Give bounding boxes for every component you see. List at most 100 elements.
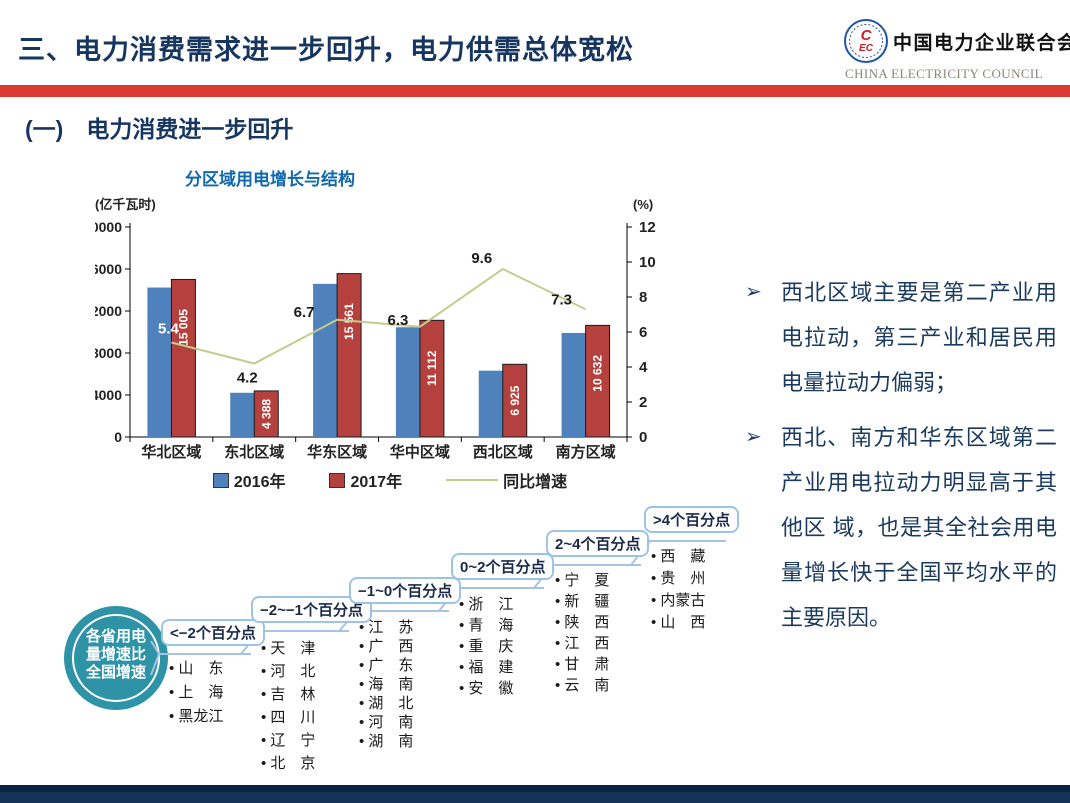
bar-2017-value-label: 15 005 xyxy=(176,309,190,346)
x-axis-category-label: 华北区域 xyxy=(141,443,201,461)
province-list: • 西 藏 • 贵 州 • 内蒙古 • 山 西 xyxy=(651,546,705,634)
left-axis-tick-label: 16000 xyxy=(95,261,122,277)
x-axis-category-label: 西北区域 xyxy=(473,443,533,461)
bar-2016 xyxy=(230,392,255,437)
hub-circle xyxy=(64,606,168,710)
org-logo: C EC 中国电力企业联合会 CHINA ELECTRICITY COUNCIL xyxy=(843,18,1070,82)
province-item: • 江 西 xyxy=(555,635,610,652)
chart-title: 分区域用电增长与结构 xyxy=(185,170,355,189)
bar-2017-value-label: 10 632 xyxy=(591,355,605,392)
left-axis-tick-label: 20000 xyxy=(95,219,122,235)
key-point-2: ➢ 西北、南方和华东区域第二产业用电拉动力明显高于其他区 域，也是其全社会用电量增… xyxy=(745,415,1057,640)
growth-rate-point-label: 6.3 xyxy=(387,312,408,329)
cec-emblem-icon: C EC xyxy=(844,19,888,63)
bar-2016 xyxy=(313,283,338,437)
org-name-english: CHINA ELECTRICITY COUNCIL xyxy=(845,66,1044,81)
province-item: • 山 东 xyxy=(169,660,224,677)
bar-2017 xyxy=(336,273,362,438)
bar-2016 xyxy=(147,287,172,437)
legend-item: 同比增速 xyxy=(446,468,567,492)
province-item: • 天 津 xyxy=(261,640,316,657)
bar-2017-value-label: 6 925 xyxy=(508,385,522,415)
right-axis-tick-label: 2 xyxy=(639,394,647,411)
province-item: • 湖 南 xyxy=(359,733,414,750)
header-divider-bar xyxy=(0,85,1070,97)
province-item: • 西 藏 xyxy=(651,548,706,565)
step-range-label: <−2个百分点 xyxy=(161,619,265,646)
bar-2017 xyxy=(585,324,611,438)
arrow-bullet-icon: ➢ xyxy=(745,426,762,448)
province-item: • 广 西 xyxy=(359,638,414,655)
province-item: • 浙 江 xyxy=(459,596,514,613)
province-list: • 天 津 • 河 北 • 吉 林 • 四 川 • 辽 宁 • 北 京 xyxy=(261,637,315,775)
province-item: • 甘 肃 xyxy=(555,656,610,673)
legend-item: 2017年 xyxy=(329,468,402,492)
hub-connector-line xyxy=(150,653,160,676)
growth-rate-point-label: 9.6 xyxy=(471,250,492,267)
footer-bar xyxy=(0,785,1070,803)
section-title: (一) 电力消费进一步回升 xyxy=(25,116,294,142)
right-axis-tick-label: 6 xyxy=(639,324,647,341)
bar-2016 xyxy=(478,370,503,437)
stair-lines-canvas: 各省用电量增速比全国增速 xyxy=(64,540,726,710)
province-list: • 山 东 • 上 海 • 黑龙江 xyxy=(169,657,223,729)
hub-circle-ring xyxy=(72,614,160,702)
bar-2017 xyxy=(502,363,528,438)
province-list: • 浙 江 • 青 海 • 重 庆 • 福 建 • 安 徽 xyxy=(459,594,513,699)
step-range-label: 0~2个百分点 xyxy=(451,553,555,580)
hub-label: 各省用电量增速比全国增速 xyxy=(85,627,146,681)
legend-swatch-2017年 xyxy=(329,472,346,488)
province-growth-stair-diagram: 各省用电量增速比全国增速 <−2个百分点 • 山 东 • 上 海 • 黑龙江 −2~−1… xyxy=(55,495,755,795)
province-item: • 江 苏 xyxy=(359,619,414,636)
bar-line-chart-canvas: 0 4000 8000 12000 16000 20000 0 2 4 6 8 10 12 (亿千瓦时) (… xyxy=(83,197,656,461)
right-axis-tick-label: 4 xyxy=(639,359,648,376)
svg-text:C: C xyxy=(861,27,873,44)
left-axis-tick-label: 8000 xyxy=(95,345,122,361)
legend-line-swatch xyxy=(446,479,499,481)
x-axis-category-label: 华东区域 xyxy=(307,443,367,461)
legend-swatch-2016年 xyxy=(212,472,229,488)
key-point-text: 西北、南方和华东区域第二产业用电拉动力明显高于其他区 域，也是其全社会用电量增长… xyxy=(781,425,1057,630)
step-range-label: 2~4个百分点 xyxy=(546,530,650,557)
right-axis-tick-label: 8 xyxy=(639,289,647,306)
province-item: • 海 南 xyxy=(359,676,414,693)
right-axis-tick-label: 12 xyxy=(639,219,656,236)
province-item: • 河 北 xyxy=(261,663,316,680)
legend-label: 2017年 xyxy=(350,474,403,491)
bar-2016 xyxy=(561,332,586,437)
arrow-bullet-icon: ➢ xyxy=(745,281,762,303)
step-range-label: −1~0个百分点 xyxy=(349,577,462,604)
x-axis-category-label: 南方区域 xyxy=(556,443,616,461)
chart-legend: 2016年 2017年 同比增速 xyxy=(150,468,630,492)
bar-2017 xyxy=(170,278,196,438)
province-item: • 重 庆 xyxy=(459,638,514,655)
province-item: • 福 建 xyxy=(459,659,514,676)
province-list: • 宁 夏 • 新 疆 • 陕 西 • 江 西 • 甘 肃 • 云 南 xyxy=(555,570,609,696)
province-item: • 吉 林 xyxy=(261,686,316,703)
province-item: • 山 西 xyxy=(651,614,706,631)
bar-2017-value-label: 11 112 xyxy=(425,350,439,386)
right-axis-tick-label: 0 xyxy=(639,429,647,446)
province-item: • 河 南 xyxy=(359,714,414,731)
province-item: • 安 徽 xyxy=(459,680,514,697)
growth-rate-point-label: 4.2 xyxy=(237,370,258,387)
province-item: • 辽 宁 xyxy=(261,732,316,749)
growth-rate-point-label: 7.3 xyxy=(551,291,572,308)
left-axis-tick-label: 4000 xyxy=(95,387,122,403)
step-range-label: >4个百分点 xyxy=(644,506,740,533)
left-axis-tick-label: 12000 xyxy=(95,303,122,319)
province-item: • 青 海 xyxy=(459,617,514,634)
growth-rate-line xyxy=(171,267,587,365)
province-item: • 黑龙江 xyxy=(169,708,224,725)
bar-2016 xyxy=(395,327,420,437)
province-item: • 宁 夏 xyxy=(555,572,610,589)
page-title: 三、电力消费需求进一步回升，电力供需总体宽松 xyxy=(18,35,634,65)
org-name-chinese: 中国电力企业联合会 xyxy=(893,32,1070,54)
province-item: • 四 川 xyxy=(261,709,316,726)
key-point-1: ➢ 西北区域主要是第二产业用电拉动，第三产业和居民用电量拉动力偏弱； xyxy=(745,270,1057,405)
province-item: • 内蒙古 xyxy=(651,592,706,609)
province-item: • 贵 州 xyxy=(651,570,706,587)
bar-2017 xyxy=(253,390,279,438)
legend-label: 同比增速 xyxy=(503,474,568,491)
